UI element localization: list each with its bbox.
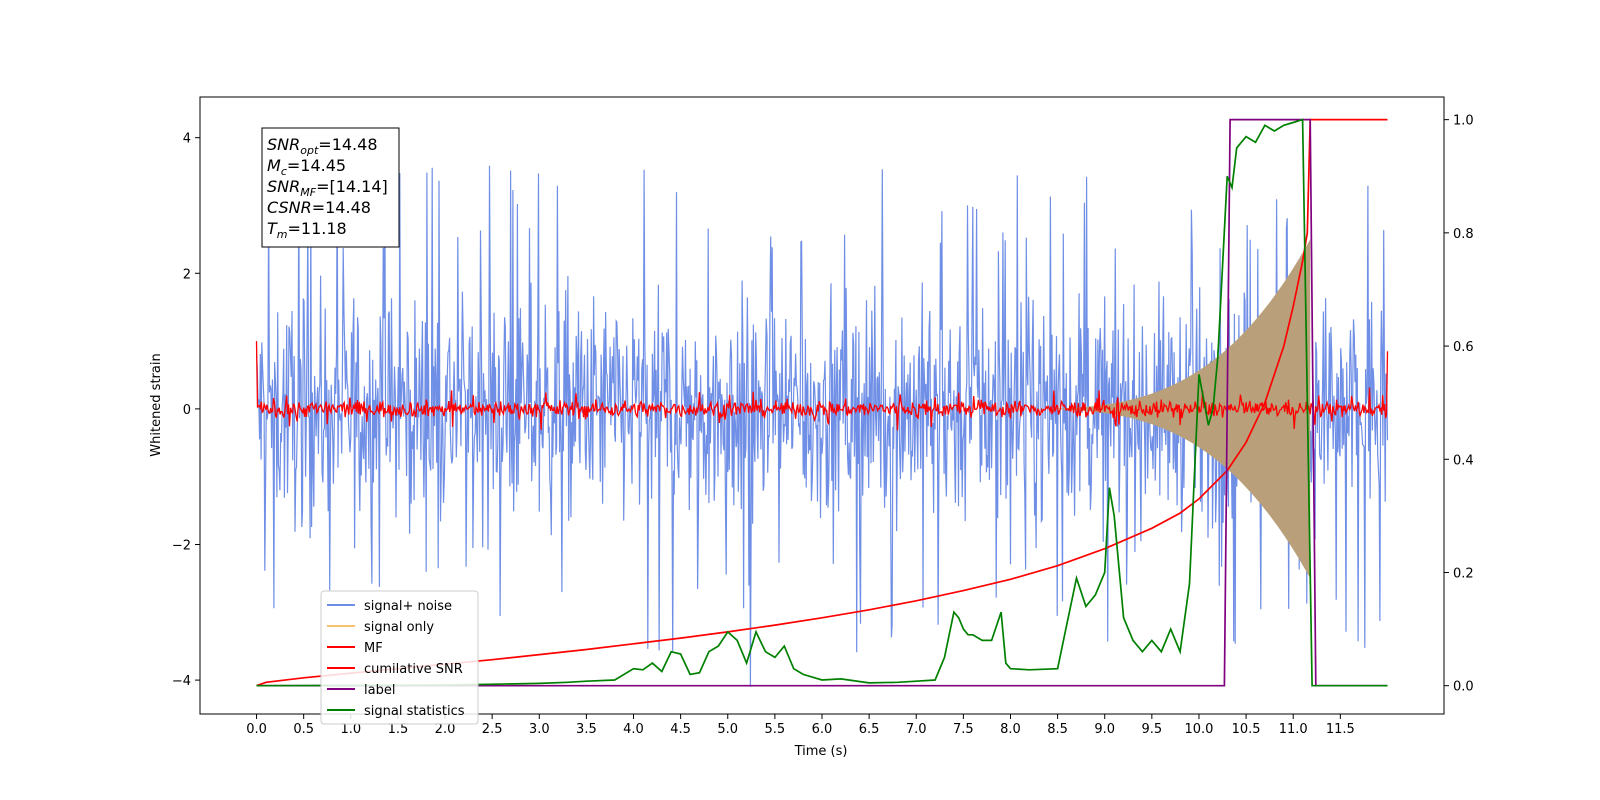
x-tick-label: 11.5 — [1326, 722, 1355, 737]
x-tick-label: 0.0 — [246, 722, 267, 737]
x-tick-label: 4.0 — [623, 722, 644, 737]
legend: signal+ noise signal only MF cumilative SNR… — [320, 590, 479, 725]
y2-tick-label: 0.0 — [1453, 680, 1474, 695]
x-tick-label: 8.0 — [1000, 722, 1021, 737]
y-tick-label: −4 — [172, 674, 191, 689]
x-tick-label: 6.5 — [859, 722, 880, 737]
y-tick-label: 0 — [183, 403, 191, 418]
x-tick-label: 8.5 — [1047, 722, 1068, 737]
legend-label: MF — [364, 641, 383, 656]
annotation-line: SNRMF=[14.14] — [267, 177, 388, 199]
x-tick-label: 9.5 — [1142, 722, 1163, 737]
legend-label: cumilative SNR — [364, 662, 463, 677]
annotation-frame — [261, 127, 400, 248]
legend-label: signal statistics — [364, 704, 465, 719]
legend-item: signal+ noise — [327, 599, 452, 614]
x-tick-label: 11.0 — [1279, 722, 1308, 737]
legend-item: signal statistics — [327, 704, 465, 719]
series-signal-statistics — [256, 118, 1388, 687]
x-tick-label: 1.5 — [388, 722, 409, 737]
annotation-box: SNRopt=14.48Mc=14.45SNRMF=[14.14]CSNR=14… — [261, 127, 400, 248]
series-signal-statistics-line — [256, 118, 1388, 687]
x-tick-label: 10.0 — [1184, 722, 1213, 737]
x-axis-label: Time (s) — [794, 744, 848, 759]
legend-label: label — [364, 683, 395, 698]
x-tick-label: 7.0 — [906, 722, 927, 737]
x-tick-label: 5.0 — [717, 722, 738, 737]
y2-tick-label: 0.4 — [1453, 453, 1474, 468]
legend-item: cumilative SNR — [327, 662, 463, 677]
x-tick-label: 10.5 — [1232, 722, 1261, 737]
x-tick-label: 9.0 — [1094, 722, 1115, 737]
x-tick-label: 0.5 — [293, 722, 314, 737]
x-tick-label: 5.5 — [765, 722, 786, 737]
y2-tick-label: 0.2 — [1453, 566, 1474, 581]
legend-item: MF — [327, 641, 383, 656]
y2-tick-label: 0.6 — [1453, 340, 1474, 355]
x-tick-label: 6.0 — [812, 722, 833, 737]
x-tick-label: 4.5 — [670, 722, 691, 737]
x-tick-label: 1.0 — [340, 722, 361, 737]
x-axis: 0.0 0.5 1.0 1.5 2.0 2.5 3.0 3.5 4.0 4.5 5.0 5.5 6.0 6… — [246, 714, 1355, 737]
y-tick-label: −2 — [172, 538, 191, 553]
legend-label: signal only — [364, 620, 434, 635]
annotation-line: Mc=14.45 — [267, 156, 346, 178]
legend-frame — [320, 590, 479, 725]
y-axis-right: 0.0 0.2 0.4 0.6 0.8 1.0 — [1444, 114, 1474, 695]
y2-tick-label: 0.8 — [1453, 227, 1474, 242]
y-axis-left: −4 −2 0 2 4 — [172, 132, 200, 689]
annotation-line: CSNR=14.48 — [267, 198, 371, 217]
x-tick-label: 3.0 — [529, 722, 550, 737]
legend-item: signal only — [327, 620, 434, 635]
mf-line — [255, 341, 1389, 431]
legend-label: signal+ noise — [364, 599, 452, 614]
annotation-line: SNRopt=14.48 — [267, 135, 378, 157]
x-tick-label: 3.5 — [576, 722, 597, 737]
y-axis-label: Whitened strain — [149, 353, 164, 456]
y-tick-label: 2 — [183, 267, 191, 282]
y2-tick-label: 1.0 — [1453, 114, 1474, 129]
x-tick-label: 7.5 — [953, 722, 974, 737]
x-tick-label: 2.5 — [482, 722, 503, 737]
y-tick-label: 4 — [183, 132, 191, 147]
x-tick-label: 2.0 — [435, 722, 456, 737]
series-mf — [255, 341, 1389, 431]
annotation-line: Tm=11.18 — [267, 219, 347, 241]
legend-item: label — [327, 683, 395, 698]
